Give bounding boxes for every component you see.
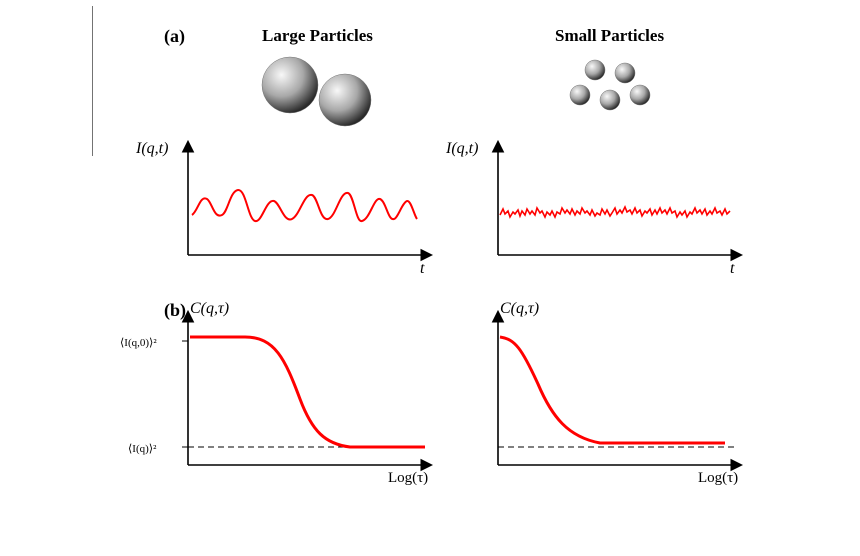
xlabel-t-left: t [420,260,424,278]
axes-a-left [178,145,438,265]
axes-b-left [178,315,438,475]
xlabel-t-right: t [730,260,734,278]
trace-corr-small [500,337,725,443]
axes-a-right [488,145,748,265]
trace-intensity-small [500,207,730,217]
tick-top-left: ⟨I(q,0)⟩² [120,336,157,349]
figure-canvas: (a) Large Particles Small Particles I(q,… [0,0,860,556]
trace-corr-large [190,337,425,447]
trace-intensity-large [192,190,417,221]
xlabel-logtau-right: Log(τ) [698,470,738,487]
ylabel-intensity-right: I(q,t) [446,140,478,158]
small-particles [570,60,650,110]
ylabel-intensity-left: I(q,t) [136,140,168,158]
large-particles [262,57,371,126]
tick-bottom-left: ⟨I(q)⟩² [128,442,156,455]
xlabel-logtau-left: Log(τ) [388,470,428,487]
axes-b-right [488,315,748,475]
